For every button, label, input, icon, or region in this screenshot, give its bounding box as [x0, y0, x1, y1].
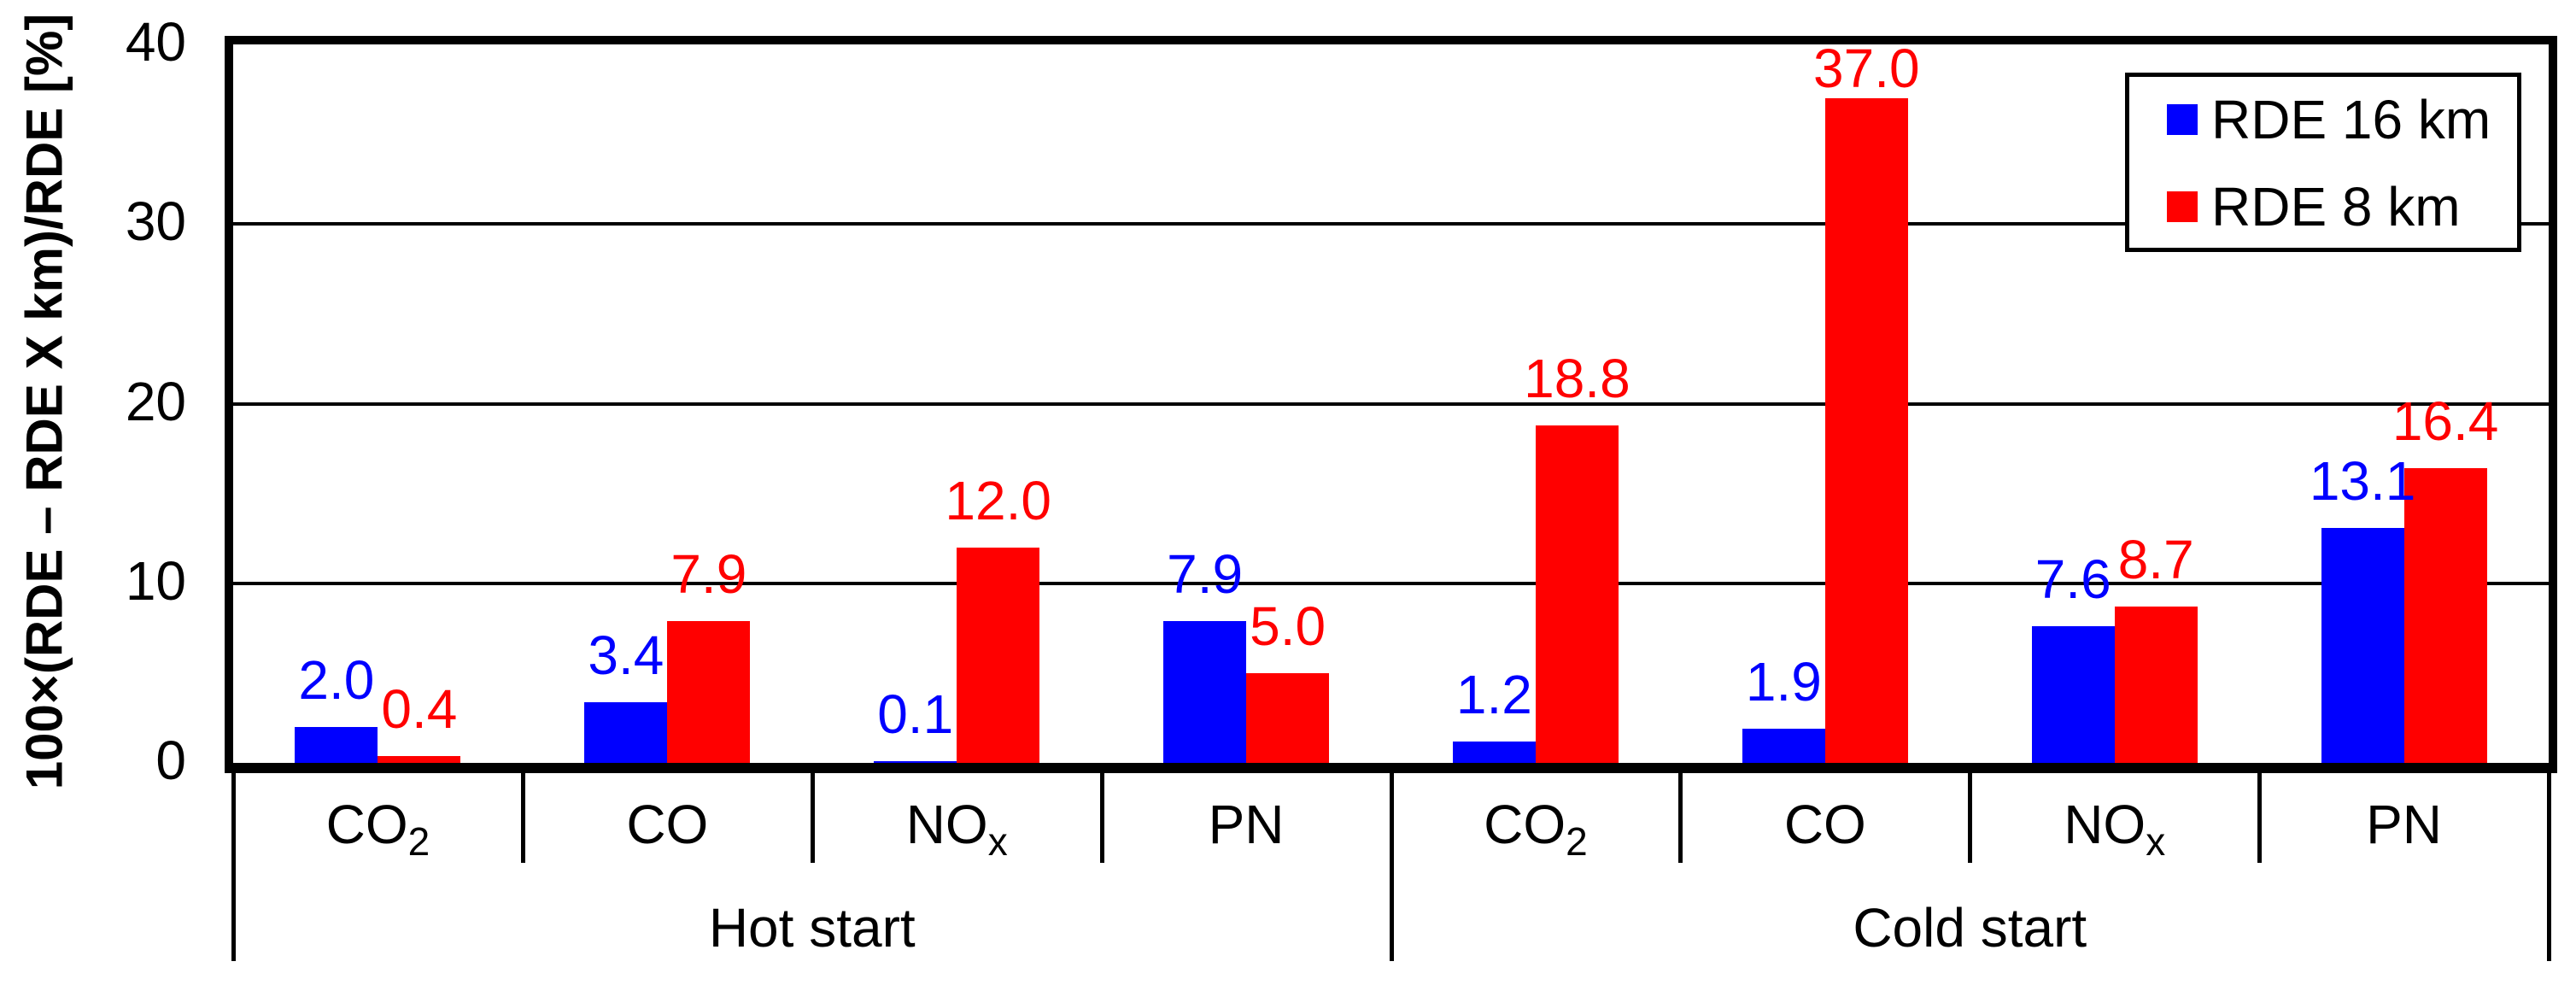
- bar-rde-8-km-NOx: [957, 547, 1040, 763]
- legend: RDE 16 km RDE 8 km: [2125, 73, 2521, 252]
- bar-rde-8-km-CO2: [378, 755, 461, 763]
- bar-rde-16-km-PN: [1163, 620, 1247, 763]
- gridline: [233, 402, 2549, 406]
- separator-line: [2257, 771, 2263, 863]
- bar-rde-8-km-CO: [667, 620, 751, 763]
- value-label: 37.0: [1813, 38, 1920, 100]
- gridline: [233, 222, 2549, 226]
- category-label-subscript: x: [2146, 819, 2166, 864]
- bar-rde-16-km-CO: [1742, 729, 1825, 763]
- value-label: 18.8: [1524, 347, 1630, 409]
- legend-swatch-blue: [2167, 104, 2198, 135]
- bar-rde-16-km-CO2: [1452, 741, 1536, 763]
- value-label: 7.9: [670, 542, 747, 605]
- bar-rde-16-km-NOx: [2031, 626, 2115, 763]
- category-label-text: PN: [1208, 794, 1285, 855]
- separator-line: [1678, 771, 1683, 863]
- section-separator-line: [231, 771, 236, 961]
- section-separator-line: [1389, 771, 1394, 961]
- y-tick-label: 20: [125, 370, 186, 432]
- separator-line: [1099, 771, 1104, 863]
- section-separator-line: [2547, 771, 2551, 961]
- category-label: NOx: [812, 793, 1102, 864]
- legend-swatch-red: [2167, 191, 2198, 222]
- category-label-text: CO: [1783, 794, 1866, 855]
- gridline: [233, 581, 2549, 585]
- value-label: 0.1: [877, 683, 954, 745]
- legend-label: RDE 8 km: [2211, 176, 2461, 237]
- category-label: NOx: [1970, 793, 2259, 864]
- category-label-text: NO: [905, 794, 988, 855]
- category-label-text: NO: [2064, 794, 2146, 855]
- category-label: CO2: [1391, 793, 1681, 864]
- bar-rde-16-km-PN: [2321, 527, 2404, 763]
- value-label: 8.7: [2117, 529, 2194, 591]
- value-label: 13.1: [2309, 449, 2416, 512]
- section-label: Hot start: [708, 897, 916, 959]
- bar-rde-8-km-NOx: [2114, 607, 2198, 763]
- y-tick-label: 10: [125, 549, 186, 612]
- section-label: Cold start: [1853, 897, 2087, 959]
- category-label-subscript: x: [987, 819, 1008, 864]
- category-label-text: PN: [2366, 794, 2443, 855]
- value-label: 5.0: [1250, 595, 1326, 657]
- bar-rde-8-km-CO2: [1535, 425, 1619, 763]
- category-label-text: CO: [1484, 794, 1566, 855]
- y-tick-label: 0: [155, 730, 186, 791]
- y-tick-label: 30: [125, 191, 186, 253]
- value-label: 12.0: [945, 469, 1051, 531]
- bar-rde-8-km-PN: [1246, 672, 1330, 763]
- category-label-subscript: 2: [407, 819, 430, 864]
- value-label: 7.6: [2034, 548, 2111, 611]
- value-label: 1.2: [1455, 663, 1532, 725]
- separator-line: [810, 771, 815, 863]
- category-label: CO: [523, 793, 812, 863]
- category-label-text: CO: [626, 794, 709, 855]
- value-label: 2.0: [298, 649, 375, 711]
- legend-label: RDE 16 km: [2211, 89, 2491, 150]
- bar-rde-16-km-CO: [584, 701, 668, 763]
- category-label: CO: [1680, 793, 1970, 863]
- category-label: PN: [1102, 793, 1391, 863]
- category-label: CO2: [233, 793, 523, 864]
- value-label: 7.9: [1167, 542, 1244, 605]
- legend-item: RDE 8 km: [2167, 179, 2461, 234]
- plot-area: 2.0 3.4 0.1 7.9 1.2 1.9 7.6 13.1 0.4 7.9 12.0 5.0 18…: [225, 36, 2557, 773]
- separator-line: [1968, 771, 1973, 863]
- value-label: 0.4: [381, 677, 458, 740]
- y-tick-label: 40: [125, 11, 186, 73]
- category-label-text: CO: [325, 794, 408, 855]
- bar-rde-8-km-PN: [2403, 468, 2487, 763]
- category-label-subscript: 2: [1566, 819, 1588, 864]
- legend-item: RDE 16 km: [2167, 92, 2491, 147]
- value-label: 16.4: [2392, 390, 2499, 453]
- value-label: 3.4: [588, 624, 664, 686]
- separator-line: [520, 771, 525, 863]
- category-label: PN: [2259, 793, 2549, 863]
- bar-rde-16-km-CO2: [295, 727, 378, 763]
- bar-rde-16-km-NOx: [874, 760, 957, 763]
- value-label: 1.9: [1745, 651, 1822, 713]
- bar-rde-8-km-CO: [1824, 98, 1908, 763]
